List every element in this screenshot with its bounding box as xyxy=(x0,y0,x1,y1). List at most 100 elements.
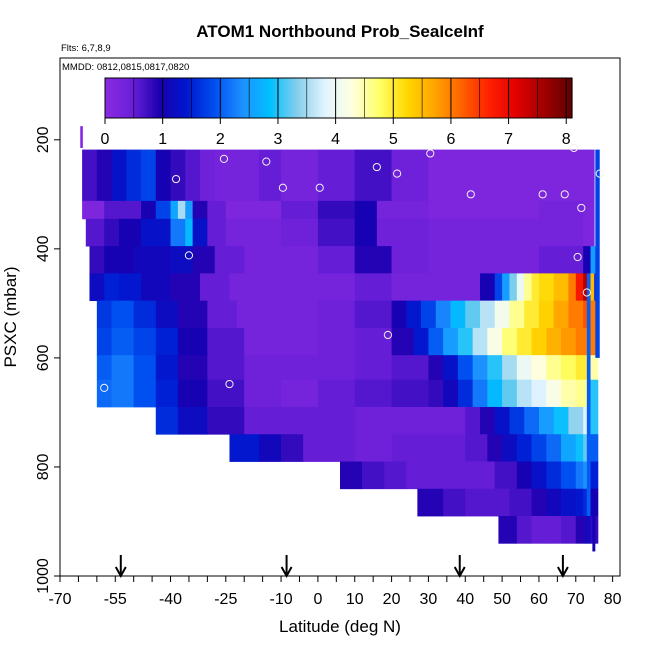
heatmap-cell xyxy=(428,379,444,408)
heatmap-cell xyxy=(281,379,319,408)
heatmap-cell xyxy=(516,355,532,381)
heatmap-cell xyxy=(502,379,518,408)
colorbar-segment xyxy=(266,78,270,118)
colorbar-segment xyxy=(291,78,295,118)
colorbar-segment xyxy=(277,78,281,118)
heatmap-cell xyxy=(586,273,591,302)
heatmap-cell xyxy=(487,434,503,462)
heatmap-cell xyxy=(538,300,555,329)
heatmap-cell xyxy=(133,355,157,381)
heatmap-cell xyxy=(207,355,245,381)
heatmap-cell xyxy=(281,200,319,220)
colorbar-segment xyxy=(186,78,190,118)
colorbar-segment xyxy=(172,78,176,118)
colorbar-segment xyxy=(410,78,414,118)
colorbar-segment xyxy=(177,78,181,118)
heatmap-cell xyxy=(538,246,584,274)
heatmap-cell xyxy=(561,434,577,462)
heatmap-cell xyxy=(126,149,142,202)
heatmap-cell xyxy=(104,200,142,220)
heatmap-cell xyxy=(177,406,208,435)
x-tick-label: 40 xyxy=(456,591,474,608)
colorbar-segment xyxy=(347,78,351,118)
heatmap-cell xyxy=(457,379,474,408)
heatmap-cell xyxy=(354,434,392,462)
heatmap-cell xyxy=(472,379,488,408)
colorbar-segment xyxy=(303,78,307,118)
x-axis: -70 -55 -40 -25 -10 0 10 20 30 40 50 60 70 80 xyxy=(48,576,622,608)
heatmap-cell xyxy=(487,379,503,408)
heatmap-cell xyxy=(155,327,179,356)
sample-marker xyxy=(171,174,181,184)
heatmap-cell xyxy=(494,461,518,490)
heatmap-cell xyxy=(568,273,577,302)
heatmap-cell xyxy=(502,273,510,302)
colorbar-segment xyxy=(191,78,195,118)
heatmap-cell xyxy=(457,327,474,356)
sample-marker xyxy=(426,149,435,158)
y-tick-label: 200 xyxy=(35,126,52,153)
colorbar-segment xyxy=(263,78,267,118)
heatmap-cell xyxy=(516,379,532,408)
colorbar-segment xyxy=(508,78,512,118)
heatmap-cell xyxy=(465,488,488,517)
colorbar-segment xyxy=(555,78,559,118)
profile-arrows xyxy=(114,555,569,579)
heatmap-cell xyxy=(111,379,135,408)
sample-marker xyxy=(582,288,591,297)
colorbar-segment xyxy=(522,78,526,118)
colorbar-segment xyxy=(210,78,214,118)
colorbar-segment xyxy=(214,78,218,118)
heatmap-cell xyxy=(590,327,599,356)
x-tick-label: -10 xyxy=(269,591,292,608)
heatmap-cell xyxy=(118,218,142,247)
heatmap-cell xyxy=(553,300,569,329)
heatmap-cell xyxy=(244,355,282,381)
colorbar-segment xyxy=(427,78,431,118)
heatmap-cell xyxy=(207,300,238,329)
heatmap-cell xyxy=(443,488,466,517)
colorbar-segment xyxy=(238,78,242,118)
heatmap-cell xyxy=(487,327,503,356)
heatmap-cell xyxy=(85,218,105,247)
sample-marker xyxy=(595,169,604,178)
heatmap-cell xyxy=(155,149,171,202)
heatmap-cell xyxy=(590,434,599,462)
heatmap-cell xyxy=(111,149,127,202)
colorbar-segment xyxy=(527,78,531,118)
heatmap-cell xyxy=(586,379,591,408)
heatmap-cell xyxy=(214,149,260,202)
colorbar-segment xyxy=(478,78,482,118)
colorbar-segment xyxy=(280,78,284,118)
heatmap-cell xyxy=(317,246,356,274)
heatmap-cell xyxy=(177,200,186,220)
colorbar-segment xyxy=(331,78,335,118)
colorbar-segment xyxy=(179,78,183,118)
heatmap-cell xyxy=(96,327,112,356)
colorbar-segment xyxy=(287,78,291,118)
colorbar-tick-label: 4 xyxy=(331,131,340,148)
colorbar-segment xyxy=(375,78,379,118)
heatmap-cell xyxy=(229,273,282,302)
heatmap-cell xyxy=(546,434,562,462)
heatmap-cell xyxy=(354,246,392,274)
y-tick-label: 600 xyxy=(35,344,52,371)
colorbar-segment xyxy=(151,78,155,118)
heatmap-cell xyxy=(561,516,577,544)
colorbar-segment xyxy=(175,78,178,118)
colorbar-segment xyxy=(399,78,403,118)
sample-marker xyxy=(569,143,579,153)
heatmap-cell xyxy=(354,406,392,435)
heatmap-cell xyxy=(583,246,591,274)
heatmap-cell xyxy=(82,200,105,220)
sample-marker xyxy=(577,203,586,213)
colorbar-segment xyxy=(343,78,347,118)
colorbar-segment xyxy=(196,78,199,118)
heatmap-cell xyxy=(568,406,584,435)
sample-marker xyxy=(262,157,271,166)
colorbar-segment xyxy=(142,78,146,118)
colorbar-segment xyxy=(462,78,466,118)
heatmap-strip xyxy=(592,516,596,552)
x-tick-label: 0 xyxy=(313,591,322,608)
heatmap-cell xyxy=(244,379,282,408)
